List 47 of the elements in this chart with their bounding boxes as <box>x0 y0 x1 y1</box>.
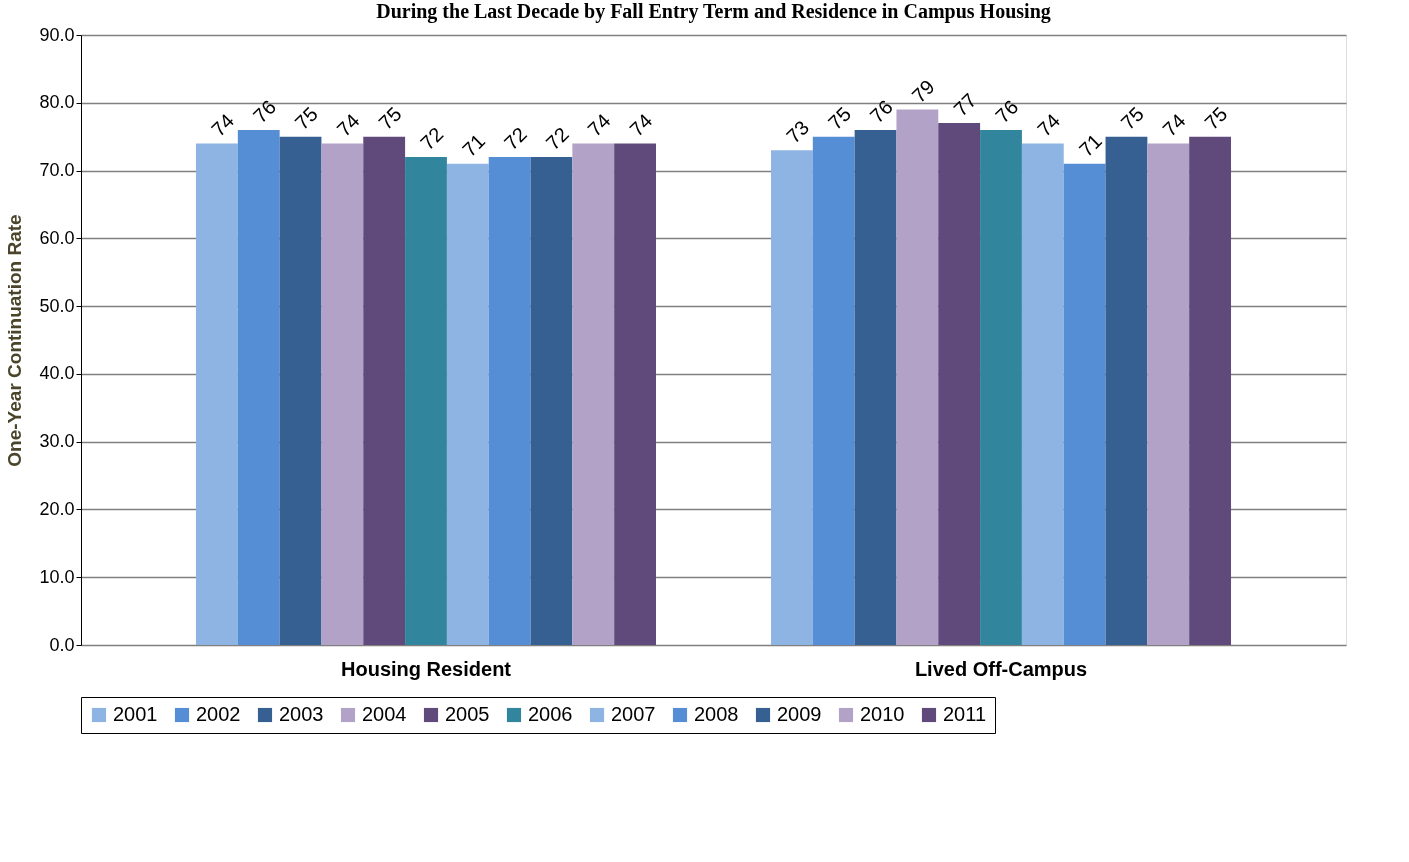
data-label: 76 <box>865 95 897 128</box>
data-label: 71 <box>457 129 490 161</box>
legend-label: 2008 <box>694 703 739 725</box>
data-label: 72 <box>499 122 532 155</box>
y-tick-label: 0.0 <box>49 634 75 655</box>
data-label: 77 <box>949 88 981 121</box>
y-tick-label: 40.0 <box>39 363 75 384</box>
data-label: 74 <box>1032 109 1065 141</box>
data-label: 75 <box>823 102 856 134</box>
y-tick-label: 60.0 <box>39 227 75 248</box>
data-label: 75 <box>290 102 322 134</box>
legend-label: 2001 <box>113 703 158 725</box>
legend-label: 2011 <box>943 703 987 725</box>
legend-label: 2003 <box>279 703 324 725</box>
legend-label: 2006 <box>528 703 573 725</box>
y-tick-label: 30.0 <box>39 431 75 452</box>
data-label: 74 <box>625 109 657 141</box>
legend-label: 2007 <box>611 703 656 725</box>
data-label: 79 <box>907 75 939 107</box>
y-tick-label: 50.0 <box>39 295 75 316</box>
data-label: 73 <box>782 116 814 148</box>
data-label: 75 <box>1200 102 1232 134</box>
data-label: 72 <box>416 122 448 155</box>
data-label: 71 <box>1074 129 1107 161</box>
data-label: 74 <box>583 109 615 141</box>
data-label: 75 <box>374 102 406 134</box>
x-tick-label: Housing Resident <box>340 657 512 680</box>
legend-label: 2005 <box>445 703 490 725</box>
data-label: 74 <box>332 109 364 141</box>
data-label: 74 <box>207 109 239 141</box>
data-label: 74 <box>1158 109 1190 141</box>
data-label: 72 <box>541 122 573 155</box>
y-tick-label: 80.0 <box>39 92 75 113</box>
x-tick-label: Lived Off-Campus <box>914 657 1088 680</box>
legend-label: 2002 <box>196 703 241 725</box>
y-axis-title: One-Year Continuation Rate <box>4 214 26 467</box>
chart-title: During the Last Decade by Fall Entry Term and Residence in Campus Housing <box>376 0 1051 23</box>
y-tick-label: 90.0 <box>39 24 75 45</box>
y-tick-label: 20.0 <box>39 498 75 519</box>
legend-label: 2009 <box>777 703 822 725</box>
data-label: 76 <box>248 95 281 128</box>
legend-label: 2010 <box>860 703 905 725</box>
data-label: 76 <box>991 95 1023 128</box>
y-tick-label: 10.0 <box>39 566 75 587</box>
y-tick-label: 70.0 <box>39 160 75 181</box>
legend-label: 2004 <box>362 703 407 725</box>
data-label: 75 <box>1116 102 1148 134</box>
